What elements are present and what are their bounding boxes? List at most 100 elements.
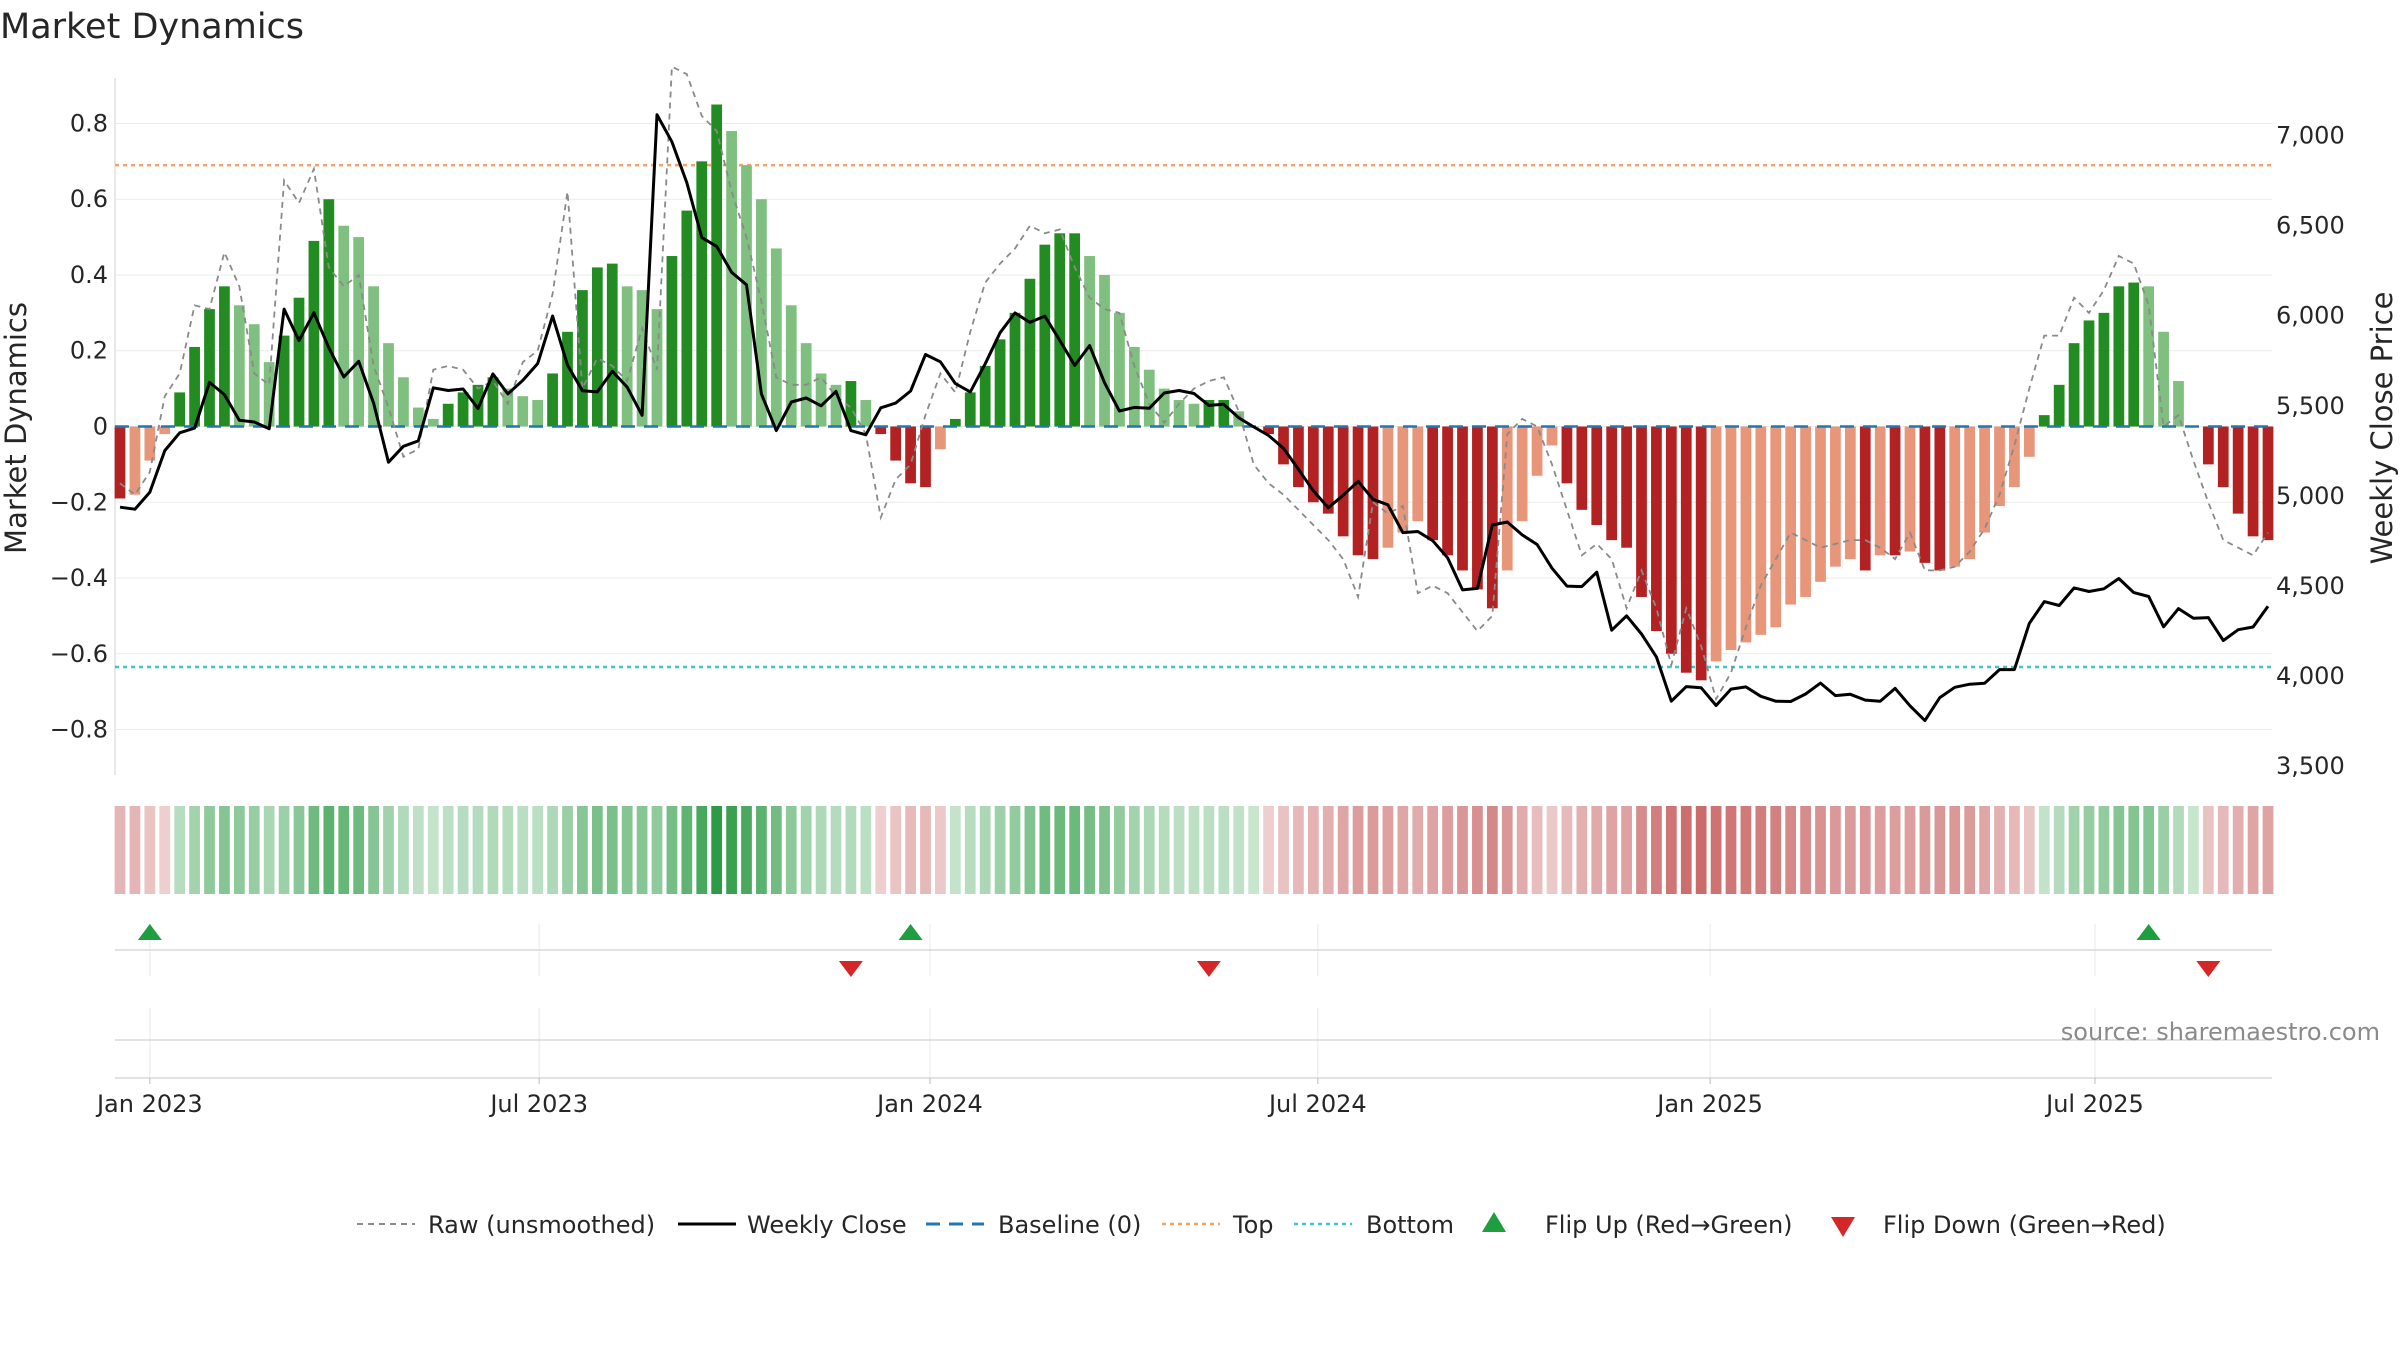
heat-cell bbox=[651, 806, 663, 894]
bar bbox=[2158, 331, 2169, 427]
heat-cell bbox=[427, 806, 439, 894]
bar bbox=[1591, 426, 1603, 525]
bar bbox=[1054, 233, 1066, 427]
bar bbox=[442, 403, 454, 427]
legend-label-top: Top bbox=[1232, 1211, 1274, 1239]
bar bbox=[830, 384, 842, 427]
heat-cell bbox=[1188, 806, 1200, 894]
bar bbox=[1114, 312, 1125, 427]
bar bbox=[591, 267, 603, 427]
heat-cell bbox=[890, 806, 902, 894]
heat-cell bbox=[174, 806, 186, 894]
bar bbox=[1606, 426, 1618, 541]
heat-cell bbox=[1427, 806, 1439, 894]
heat-cell bbox=[293, 806, 305, 894]
bar bbox=[666, 256, 678, 427]
heat-cell bbox=[412, 806, 424, 894]
heat-cell bbox=[1964, 806, 1976, 894]
flip-down-marker bbox=[838, 961, 863, 977]
heat-cell bbox=[875, 806, 887, 894]
heat-cell bbox=[129, 806, 141, 894]
heat-cell bbox=[159, 806, 171, 894]
x-tick-label: Jan 2024 bbox=[875, 1090, 983, 1118]
bar bbox=[1263, 426, 1274, 435]
bar bbox=[1964, 426, 1976, 560]
bar bbox=[935, 426, 946, 450]
bar bbox=[1949, 426, 1961, 567]
heat-cell bbox=[562, 806, 573, 894]
y2-tick-label: 4,000 bbox=[2276, 662, 2345, 690]
heat-cell bbox=[1785, 806, 1797, 894]
bar bbox=[219, 286, 230, 427]
heat-cell bbox=[263, 806, 275, 894]
bar bbox=[1710, 426, 1722, 662]
bar bbox=[621, 286, 633, 427]
bar bbox=[1680, 426, 1692, 673]
x-tick-label: Jul 2025 bbox=[2044, 1090, 2144, 1118]
heat-cell bbox=[532, 806, 544, 894]
heat-cell bbox=[2009, 806, 2020, 894]
bar bbox=[1099, 274, 1110, 427]
bar bbox=[532, 399, 544, 427]
heat-cell bbox=[577, 806, 588, 894]
bar bbox=[2009, 426, 2020, 488]
y2-tick-label: 4,500 bbox=[2276, 572, 2345, 600]
heat-cell bbox=[949, 806, 961, 894]
heat-cell bbox=[979, 806, 991, 894]
heat-cell bbox=[2247, 806, 2259, 894]
bar bbox=[323, 199, 335, 427]
x-tick-label: Jul 2023 bbox=[488, 1090, 588, 1118]
heat-cell bbox=[308, 806, 320, 894]
heat-cell bbox=[1457, 806, 1468, 894]
bar bbox=[1442, 426, 1453, 556]
heat-cell bbox=[2232, 806, 2244, 894]
raw-series-line bbox=[119, 65, 2269, 702]
bar bbox=[994, 339, 1006, 427]
bar bbox=[890, 426, 902, 461]
y-tick-label: −0.4 bbox=[50, 564, 108, 592]
heat-cell bbox=[2038, 806, 2050, 894]
bar bbox=[189, 346, 200, 427]
legend-label-bottom: Bottom bbox=[1366, 1211, 1454, 1239]
heat-cell bbox=[1173, 806, 1185, 894]
y-tick-label: 0 bbox=[93, 413, 108, 441]
bar bbox=[2023, 426, 2035, 457]
bar bbox=[577, 290, 588, 427]
heat-cell bbox=[830, 806, 842, 894]
heat-cell bbox=[1979, 806, 1990, 894]
heat-cell bbox=[711, 806, 723, 894]
heat-cell bbox=[1039, 806, 1051, 894]
y-axis-label: Market Dynamics bbox=[0, 302, 33, 554]
bar bbox=[263, 362, 275, 427]
y-tick-label: −0.6 bbox=[50, 640, 108, 668]
heat-cell bbox=[756, 806, 767, 894]
bar bbox=[1173, 399, 1185, 427]
heat-cell bbox=[815, 806, 827, 894]
heat-cell bbox=[741, 806, 752, 894]
main-plot-area: 0.8 0.6 0.4 0.2 0 −0.2 −0.4 −0.6 −0.8 7,000 6,500 6… bbox=[50, 65, 2345, 780]
bar bbox=[785, 305, 797, 427]
heat-cell bbox=[1352, 806, 1364, 894]
bar bbox=[1412, 426, 1424, 522]
heat-cell bbox=[920, 806, 931, 894]
bar bbox=[1427, 426, 1439, 541]
bar bbox=[1128, 346, 1140, 427]
heat-cell bbox=[2113, 806, 2125, 894]
bar bbox=[502, 388, 514, 427]
heat-cell bbox=[1830, 806, 1841, 894]
y2-tick-label: 6,500 bbox=[2276, 212, 2345, 240]
heat-cell bbox=[1009, 806, 1021, 894]
flip-up-marker bbox=[137, 924, 162, 940]
bar bbox=[1859, 426, 1871, 571]
heat-cell bbox=[1636, 806, 1647, 894]
bar bbox=[1397, 426, 1409, 533]
flip-down-marker bbox=[2196, 961, 2221, 977]
bar bbox=[129, 426, 141, 495]
heat-cell bbox=[1248, 806, 1260, 894]
bar bbox=[1994, 426, 2005, 507]
heat-cell bbox=[800, 806, 812, 894]
chart-title: Market Dynamics bbox=[0, 7, 304, 47]
weekly-close-line bbox=[119, 113, 2270, 723]
bar bbox=[2262, 426, 2274, 541]
legend-label-baseline: Baseline (0) bbox=[998, 1211, 1141, 1239]
